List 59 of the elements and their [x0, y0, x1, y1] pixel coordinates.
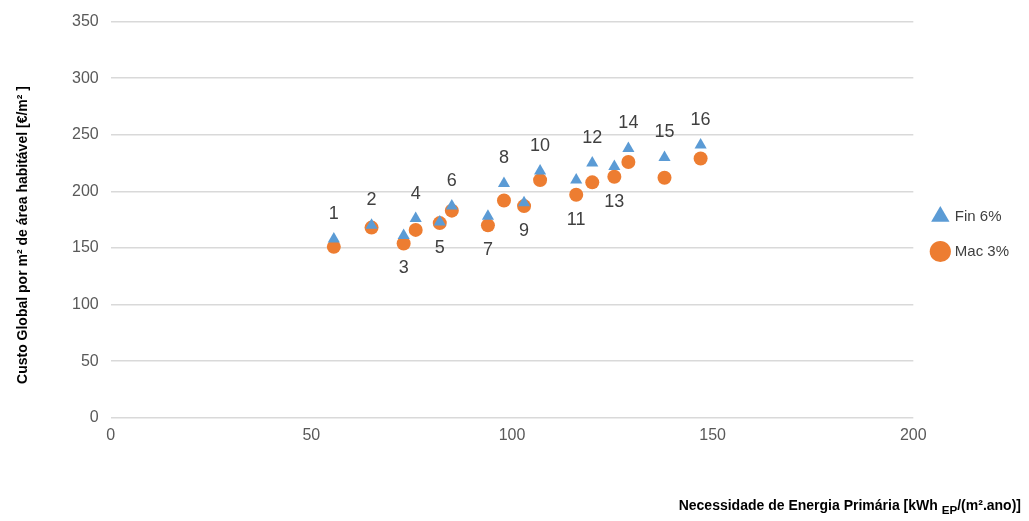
annotation: 2 — [366, 189, 377, 210]
x-axis-title: Necessidade de Energia Primária [kWh $_{EP}$/(m².ano)] — [678, 497, 1021, 516]
y-tick-label: 200 — [71, 181, 99, 199]
point — [409, 211, 422, 223]
annotation: 11 — [566, 208, 586, 229]
annotation: 13 — [604, 190, 625, 211]
annotation: 6 — [446, 170, 457, 191]
legend-label: Fin 6% — [954, 206, 1002, 224]
point — [365, 218, 378, 229]
point — [607, 169, 622, 184]
annotation: 7 — [482, 239, 493, 260]
point — [433, 214, 446, 226]
point — [657, 170, 672, 185]
point — [586, 156, 599, 167]
y-tick-label: 350 — [71, 12, 99, 30]
annotation: 12 — [582, 127, 603, 148]
point — [608, 159, 621, 170]
point — [481, 209, 494, 220]
point — [327, 231, 340, 243]
x-tick-label: 50 — [302, 425, 321, 443]
point — [445, 199, 458, 210]
x-tick-label: 100 — [498, 425, 526, 443]
point — [397, 228, 410, 240]
y-tick-label: 50 — [80, 351, 99, 369]
point — [621, 154, 636, 169]
point — [496, 193, 511, 208]
annotation: 1 — [328, 202, 339, 223]
point — [480, 218, 495, 233]
annotation: 8 — [498, 147, 509, 168]
point — [517, 195, 531, 207]
y-tick-label: 0 — [89, 408, 99, 426]
annotation: 15 — [654, 121, 675, 142]
point — [658, 150, 671, 161]
annotation: 3 — [398, 257, 409, 278]
y-tick-label: 300 — [71, 68, 99, 86]
y-tick-label: 150 — [71, 238, 99, 256]
y-axis-title: Custo Global por m² de área habitável [€/m² ] — [14, 86, 30, 384]
point — [622, 141, 635, 152]
annotation: 16 — [690, 108, 711, 129]
point — [497, 176, 511, 187]
annotation: 14 — [618, 112, 639, 133]
point — [569, 187, 584, 202]
point — [408, 222, 423, 237]
y-tick-label: 250 — [71, 125, 99, 143]
point — [534, 164, 547, 175]
x-tick-label: 0 — [106, 425, 116, 443]
annotation: 4 — [410, 182, 421, 203]
y-tick-label: 100 — [71, 295, 99, 313]
point — [585, 175, 600, 190]
annotation: 10 — [530, 134, 551, 155]
x-tick-label: 200 — [899, 425, 927, 443]
legend-label: Mac 3% — [954, 241, 1009, 259]
annotation: 5 — [434, 237, 445, 258]
point — [694, 137, 707, 149]
x-tick-label: 150 — [699, 425, 727, 443]
point — [570, 173, 583, 184]
point — [693, 151, 708, 166]
annotation: 9 — [519, 220, 530, 241]
point — [533, 173, 548, 188]
